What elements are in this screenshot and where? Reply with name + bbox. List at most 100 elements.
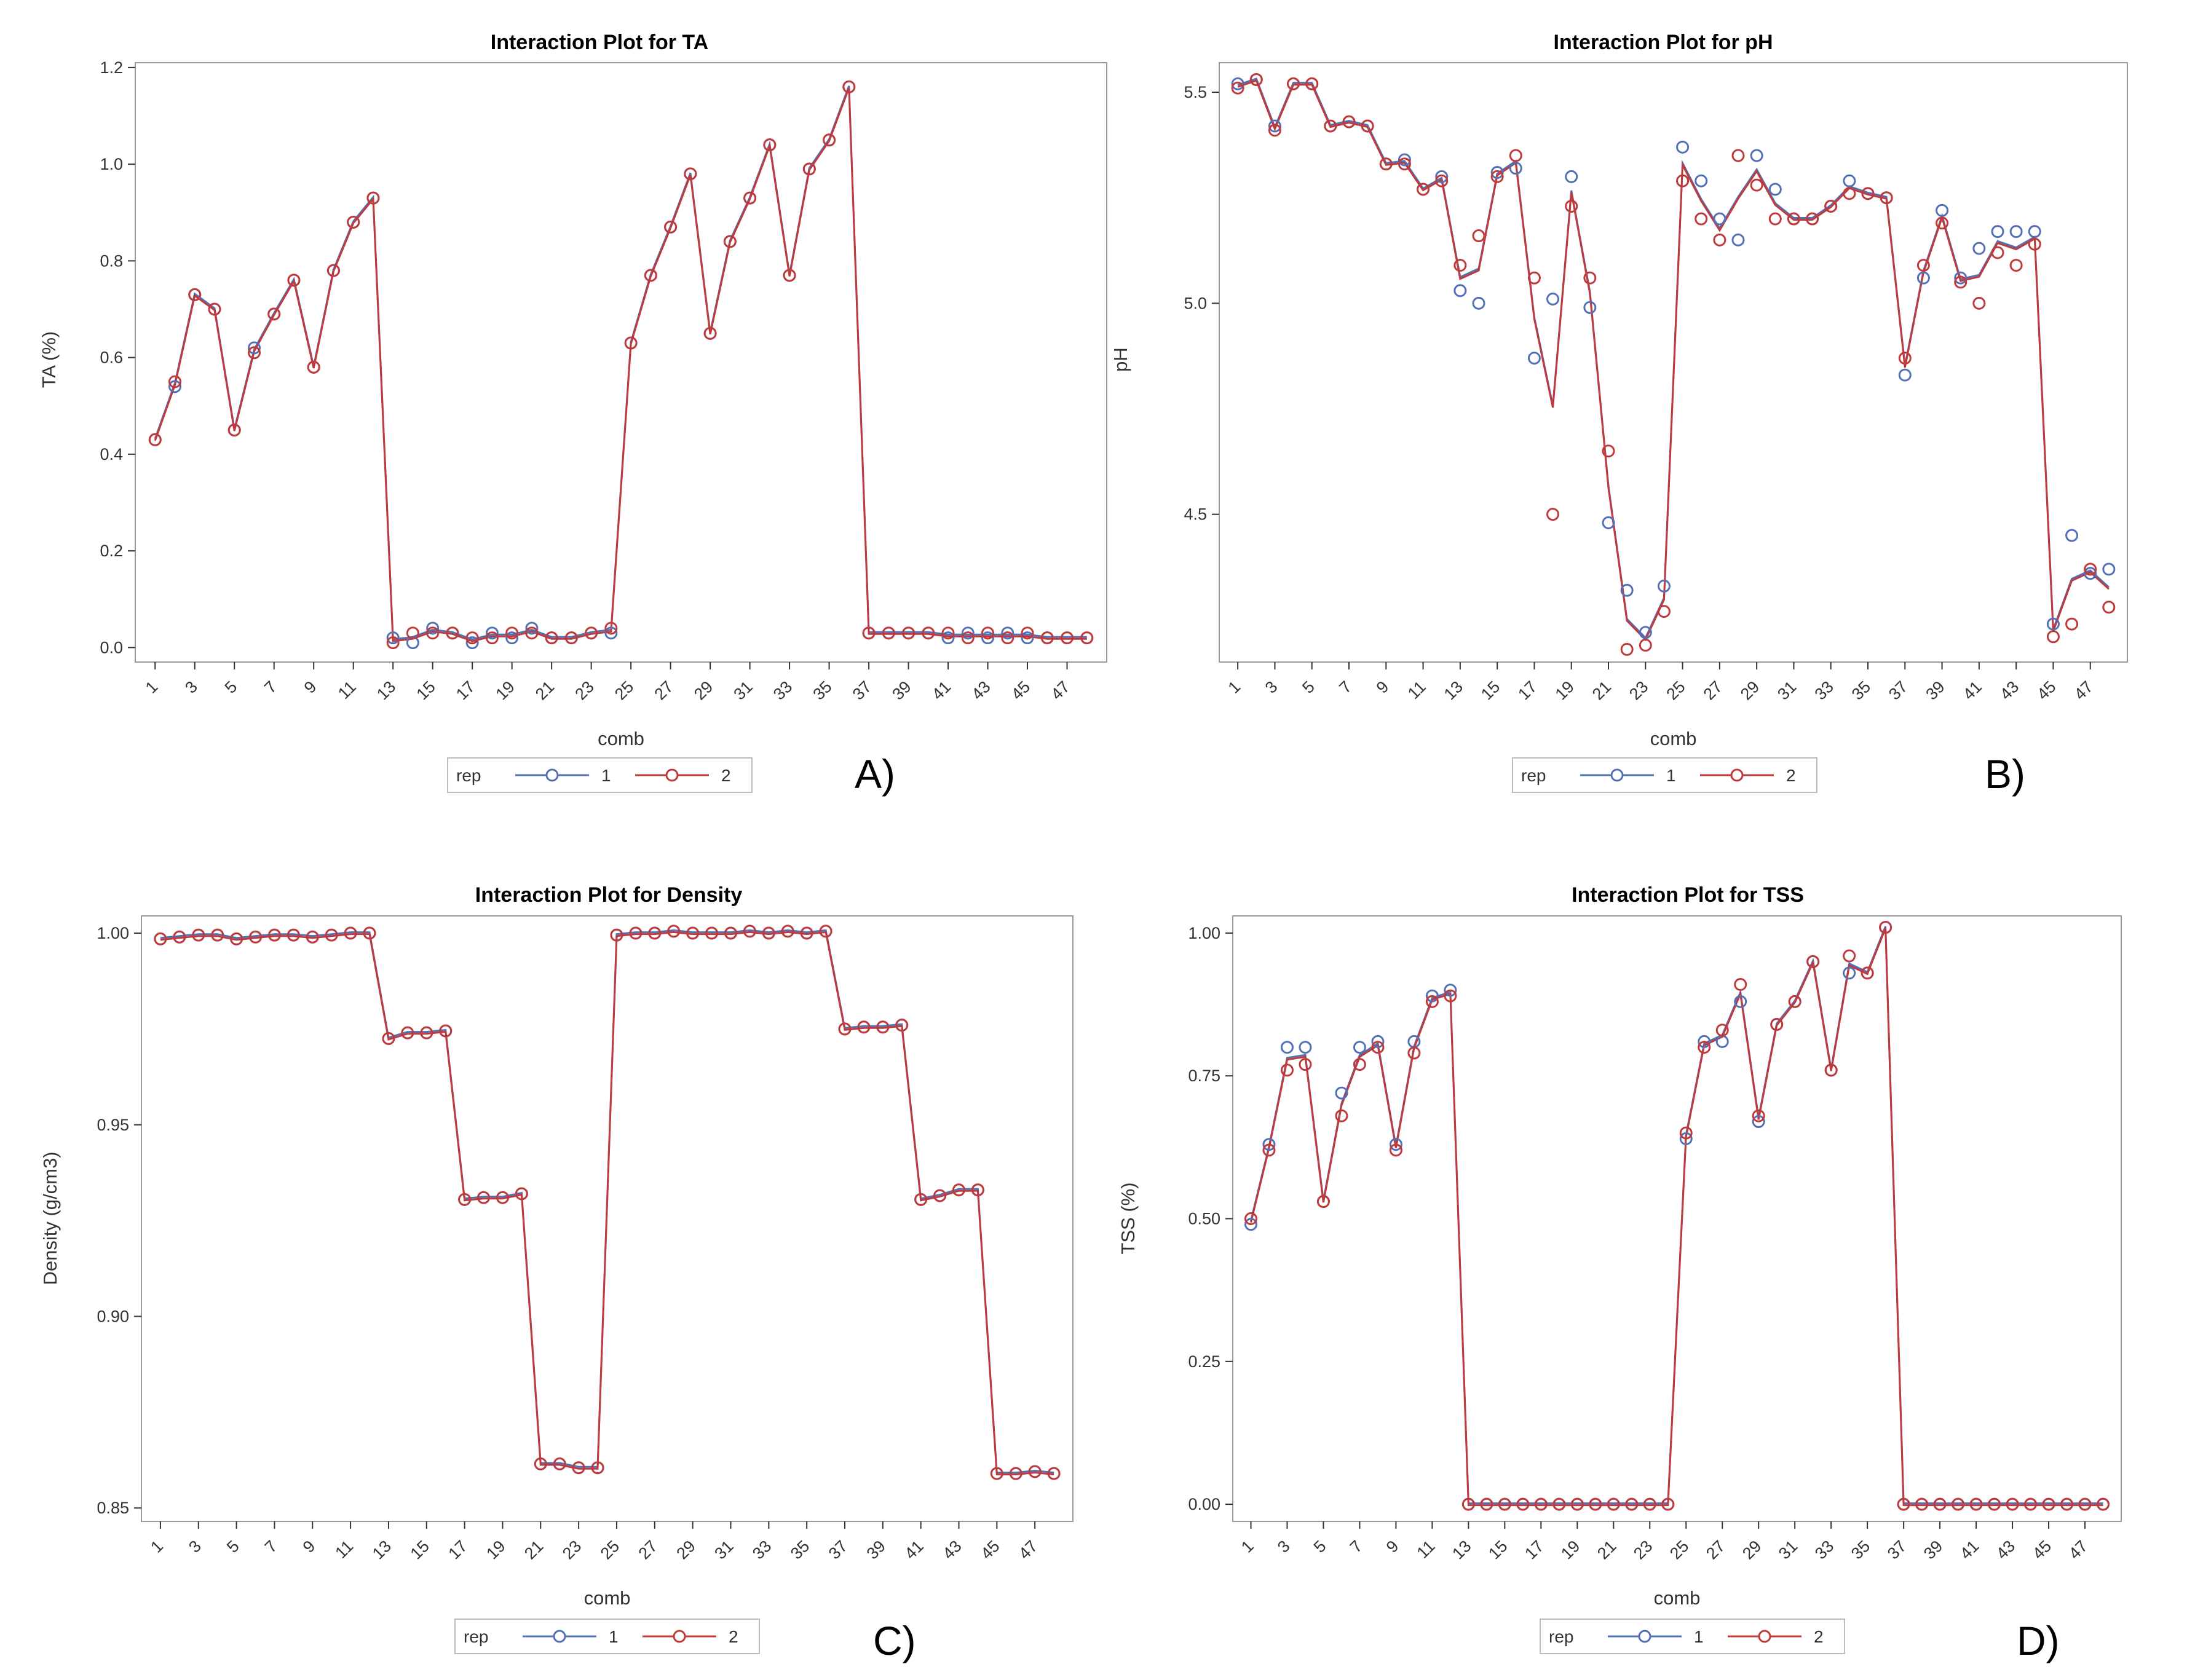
data-point [1244, 1218, 1257, 1231]
x-tick-label: 23 [1626, 677, 1651, 703]
y-tick-label: 0.75 [1188, 1067, 1220, 1085]
data-point [591, 1461, 604, 1475]
x-tick-label: 43 [1996, 677, 2022, 703]
data-point [230, 932, 243, 945]
y-tick-label: 1.0 [100, 155, 123, 173]
y-tick-label: 0.50 [1188, 1210, 1220, 1228]
legend-marker-rep1 [553, 1630, 566, 1643]
data-point [1565, 170, 1578, 183]
x-tick-label: 25 [1663, 677, 1688, 703]
x-tick-label: 9 [1373, 677, 1393, 697]
data-point [1527, 271, 1541, 285]
x-tick-label: 17 [453, 677, 478, 703]
data-point [2046, 617, 2060, 631]
data-point [287, 274, 301, 287]
data-point [1898, 352, 1912, 365]
x-tick-label: 39 [888, 677, 914, 703]
data-point [1768, 212, 1782, 226]
x-tick-label: 23 [1630, 1537, 1656, 1563]
x-tick-label: 35 [1848, 677, 1874, 703]
y-tick-label: 0.4 [100, 445, 123, 463]
data-point [1280, 1041, 1294, 1054]
plot-frame [1232, 915, 2122, 1522]
data-point [505, 631, 519, 645]
data-point [1698, 1041, 1711, 1054]
x-tick-label: 25 [597, 1537, 623, 1563]
data-point [604, 621, 618, 635]
data-point [1262, 1143, 1276, 1157]
data-point [426, 626, 440, 640]
data-point [1498, 1497, 1511, 1511]
series-line-rep2 [1250, 928, 2103, 1507]
x-tick-label: 27 [1700, 677, 1726, 703]
data-point [823, 133, 836, 147]
data-point [1679, 1126, 1693, 1140]
data-point [1407, 1046, 1421, 1060]
x-tick-label: 37 [1884, 1537, 1910, 1563]
x-tick-label: 39 [1920, 1537, 1946, 1563]
x-tick-label: 47 [2070, 677, 2096, 703]
data-point [981, 626, 995, 640]
data-point [895, 1019, 909, 1032]
chart-panel-b: Interaction Plot for pH4.55.05.51 3 5 7 9 11 1… [1110, 31, 2128, 797]
data-point [1643, 1497, 1656, 1511]
data-point [1472, 296, 1485, 310]
data-point [961, 631, 975, 645]
legend-label-rep2: 2 [721, 766, 731, 785]
data-point [1435, 174, 1449, 187]
data-point [629, 926, 643, 940]
x-tick-label: 25 [1666, 1537, 1692, 1563]
data-point [326, 264, 340, 277]
data-point [800, 926, 813, 940]
data-point [1916, 259, 1930, 272]
data-point [1770, 1018, 1784, 1031]
x-tick-label: 1 [147, 1537, 167, 1556]
data-point [325, 928, 338, 942]
legend-label-rep2: 2 [1786, 766, 1796, 785]
data-point [1231, 81, 1244, 95]
data-point [1879, 921, 1892, 934]
x-tick-label: 1 [1225, 677, 1244, 697]
data-point [1444, 989, 1457, 1003]
data-point [762, 926, 775, 940]
y-tick-label: 1.2 [100, 58, 123, 77]
data-point [465, 636, 479, 650]
x-tick-label: 11 [334, 677, 360, 703]
data-point [1316, 1195, 1330, 1209]
data-point [553, 1457, 566, 1470]
data-point [1731, 149, 1745, 162]
chart-title: Interaction Plot for TSS [1572, 883, 1804, 907]
panel-letter: A) [855, 751, 895, 797]
x-tick-label: 35 [787, 1537, 813, 1563]
data-point [1001, 631, 1014, 645]
series-line-rep2 [154, 87, 1087, 642]
data-point [1080, 631, 1094, 645]
series-markers-rep2 [148, 80, 1094, 650]
data-point [981, 631, 995, 645]
data-point [366, 191, 380, 205]
data-point [168, 375, 181, 388]
data-point [1679, 1132, 1693, 1145]
data-point [1695, 174, 1708, 187]
data-point [2078, 1497, 2092, 1511]
data-point [386, 636, 400, 650]
data-point [439, 1024, 453, 1038]
data-point [724, 926, 737, 940]
data-point [306, 930, 319, 944]
data-point [857, 1020, 871, 1034]
data-point [1657, 579, 1671, 593]
data-point [1843, 187, 1856, 200]
x-tick-label: 45 [1008, 677, 1034, 703]
x-tick-label: 47 [1047, 677, 1073, 703]
x-tick-label: 5 [223, 1537, 243, 1556]
x-tick-label: 15 [413, 677, 438, 703]
data-point [2046, 630, 2060, 644]
data-point [1639, 626, 1652, 639]
data-point [922, 626, 935, 640]
data-point [1583, 301, 1597, 314]
plot-frame [135, 62, 1107, 663]
legend-marker-rep2 [665, 768, 679, 782]
data-point [1589, 1497, 1602, 1511]
data-point [1933, 1497, 1947, 1511]
data-point [644, 269, 657, 282]
